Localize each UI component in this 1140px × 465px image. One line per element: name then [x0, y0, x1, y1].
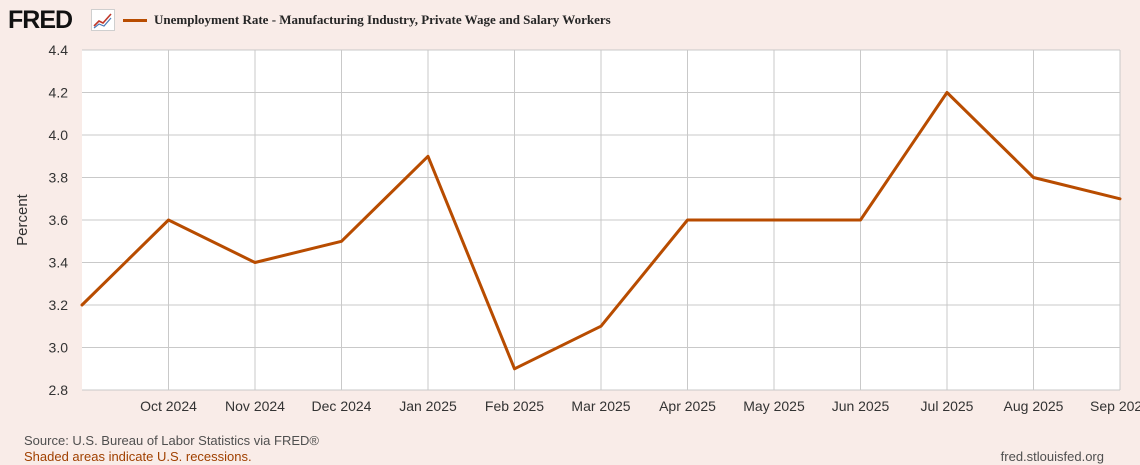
- chart-header: FRED Unemployment Rate - Manufacturing I…: [0, 0, 1140, 42]
- y-axis-label: Percent: [14, 193, 31, 246]
- x-tick-label: Feb 2025: [485, 398, 544, 414]
- series-title: Unemployment Rate - Manufacturing Indust…: [154, 12, 611, 27]
- source-text: Source: U.S. Bureau of Labor Statistics …: [24, 433, 319, 448]
- x-tick-label: Jul 2025: [921, 398, 974, 414]
- y-tick-label: 3.6: [49, 212, 69, 228]
- y-tick-label: 3.4: [49, 255, 69, 271]
- x-tick-label: Apr 2025: [659, 398, 716, 414]
- y-tick-label: 3.2: [49, 297, 69, 313]
- x-tick-label: Nov 2024: [225, 398, 285, 414]
- x-tick-label: Mar 2025: [571, 398, 630, 414]
- series-line: [80, 91, 1122, 371]
- x-tick-label: Oct 2024: [140, 398, 197, 414]
- fred-logo[interactable]: FRED: [8, 6, 73, 34]
- y-tick-label: 4.0: [49, 127, 69, 143]
- recession-note: Shaded areas indicate U.S. recessions.: [24, 449, 252, 464]
- x-tick-label: Aug 2025: [1004, 398, 1064, 414]
- x-tick-label: Sep 2025: [1090, 398, 1140, 414]
- x-tick-label: Jan 2025: [399, 398, 457, 414]
- x-tick-label: Dec 2024: [312, 398, 372, 414]
- y-tick-label: 4.2: [49, 85, 69, 101]
- site-link[interactable]: fred.stlouisfed.org: [1000, 449, 1104, 464]
- line-chart-icon: [91, 9, 115, 31]
- y-tick-label: 2.8: [49, 382, 69, 398]
- x-tick-label: May 2025: [743, 398, 805, 414]
- y-tick-label: 3.8: [49, 170, 69, 186]
- x-tick-label: Jun 2025: [832, 398, 890, 414]
- y-tick-label: 3.0: [49, 340, 69, 356]
- legend-swatch: [123, 19, 147, 22]
- y-tick-label: 4.4: [49, 42, 69, 58]
